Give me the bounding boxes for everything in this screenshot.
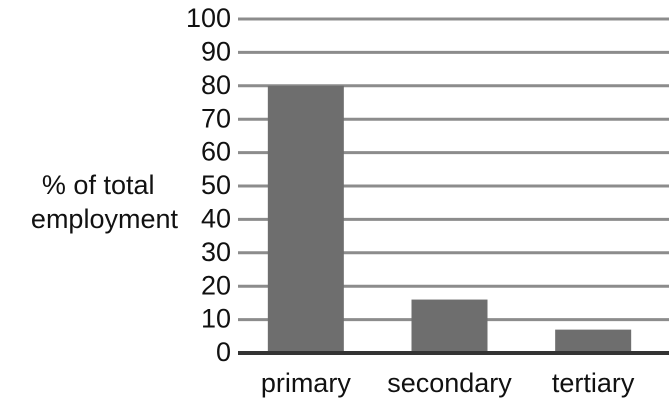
y-axis-label-line-1: % of total [42,170,155,200]
y-tick-label: 80 [201,70,231,100]
y-tick-label: 10 [201,304,231,334]
y-tick-label: 0 [216,337,231,367]
bars [267,85,632,354]
y-tick-label: 70 [201,103,231,133]
x-category-labels: primary secondary tertiary [261,368,635,398]
y-tick-label: 90 [201,37,231,67]
y-tick-label: 20 [201,270,231,300]
y-tick-label: 100 [186,3,231,33]
bar-primary [267,85,344,354]
y-axis-label-line-2: employment [31,204,179,234]
bar-tertiary [555,329,632,353]
bar-secondary [411,299,488,353]
y-tick-label: 30 [201,237,231,267]
y-tick-label: 60 [201,137,231,167]
y-axis-label: % of total employment [31,170,179,234]
y-tick-label: 50 [201,170,231,200]
x-category-label: tertiary [552,368,635,398]
x-category-label: secondary [387,368,512,398]
y-tick-label: 40 [201,204,231,234]
x-category-label: primary [261,368,352,398]
